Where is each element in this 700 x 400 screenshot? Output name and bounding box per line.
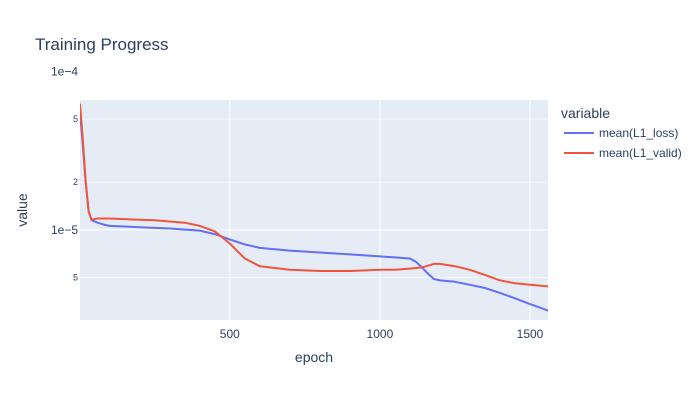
y-minor-tick-label: 5: [73, 273, 78, 283]
x-tick-label: 1000: [367, 327, 394, 341]
y-axis-title: value: [14, 193, 30, 227]
series-line-mean-l1-loss[interactable]: [80, 111, 548, 312]
x-tick-label: 1500: [517, 327, 544, 341]
series-line-mean-l1-valid[interactable]: [80, 103, 548, 288]
x-tick-label: 500: [220, 327, 240, 341]
x-tick-labels: 500 1000 1500: [220, 327, 544, 341]
x-axis-title: epoch: [295, 349, 333, 365]
y-minor-tick-label: 5: [73, 114, 78, 124]
legend: variable mean(L1_loss) mean(L1_valid): [561, 105, 682, 160]
y-minor-tick-label: 2: [73, 177, 78, 187]
y-tick-label: 1e−5: [51, 223, 78, 237]
legend-label-mean-l1-valid[interactable]: mean(L1_valid): [599, 146, 682, 160]
legend-title: variable: [561, 105, 610, 121]
chart-title: Training Progress: [35, 35, 169, 54]
grid: [80, 70, 548, 320]
y-tick-labels: 1e−5 1e−4 5 2 5: [51, 64, 78, 282]
y-tick-label: 1e−4: [51, 64, 78, 78]
legend-label-mean-l1-loss[interactable]: mean(L1_loss): [599, 126, 678, 140]
series-lines: [80, 103, 548, 312]
plot-area[interactable]: [80, 100, 548, 320]
